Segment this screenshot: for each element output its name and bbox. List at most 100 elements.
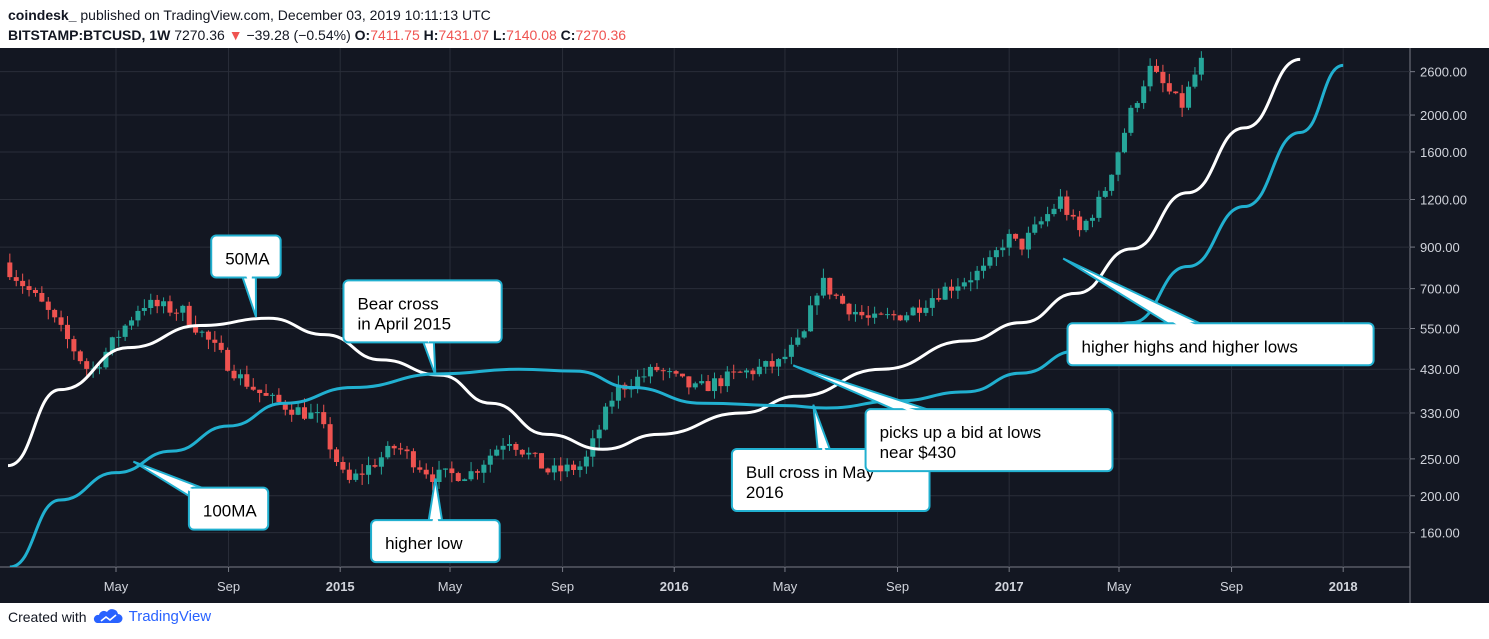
annotation-text: 50MA	[225, 250, 270, 269]
down-arrow-icon: ▼	[228, 27, 243, 43]
candle-down	[186, 305, 192, 326]
last-price: 7270.36	[174, 27, 225, 43]
candle-up	[929, 298, 935, 308]
x-tick-label: 2015	[326, 579, 355, 594]
candle-down	[916, 307, 922, 313]
candle-down	[660, 370, 666, 372]
annotation-text: Bull cross in May	[746, 463, 875, 482]
tradingview-brand[interactable]: TradingView	[128, 608, 212, 625]
candle-down	[571, 464, 577, 470]
open-label: O:	[354, 27, 371, 43]
candle-down	[737, 371, 743, 373]
candle-down	[1077, 216, 1083, 231]
candle-up	[981, 265, 987, 271]
y-tick-label: 2600.00	[1420, 65, 1467, 80]
candle-down	[679, 373, 685, 377]
candle-up	[1198, 57, 1204, 75]
candle-up	[237, 374, 243, 379]
x-tick-label: May	[773, 579, 798, 594]
candle-down	[77, 351, 83, 362]
candle-down	[859, 311, 865, 316]
y-tick-label: 430.00	[1420, 362, 1460, 377]
candle-down	[321, 412, 327, 425]
candles	[7, 51, 1204, 491]
callout-pointer-fill	[822, 442, 839, 482]
candle-down	[878, 313, 884, 315]
candle-down	[532, 452, 538, 454]
candle-down	[417, 467, 423, 470]
candle-up	[295, 407, 301, 415]
candle-up	[161, 301, 167, 307]
price-axis	[1410, 48, 1489, 603]
candle-up	[635, 376, 641, 388]
candle-down	[84, 361, 90, 369]
candle-up	[647, 366, 653, 377]
candle-down	[827, 277, 833, 295]
candle-down	[865, 315, 871, 318]
candle-down	[936, 298, 942, 300]
candle-up	[481, 464, 487, 473]
x-tick-label: May	[1107, 579, 1132, 594]
symbol-legend: BITSTAMP:BTCUSD, 1W 7270.36 ▼ −39.28 (−0…	[8, 25, 626, 45]
candle-up	[1000, 247, 1006, 251]
candle-up	[1096, 196, 1102, 218]
candle-up	[1045, 214, 1051, 222]
candle-up	[494, 449, 500, 456]
y-tick-label: 700.00	[1420, 282, 1460, 297]
annotation-text: higher low	[385, 534, 463, 553]
candle-down	[558, 465, 564, 472]
price-chart[interactable]: 160.00 200.00 250.00 330.00 430.00 550.00 700.…	[0, 48, 1489, 603]
candle-up	[385, 445, 391, 458]
candle-up	[788, 344, 794, 357]
candle-down	[372, 465, 378, 467]
candle-up	[904, 315, 910, 321]
x-tick-label: Sep	[1220, 579, 1243, 594]
candle-down	[423, 469, 429, 475]
candle-up	[436, 469, 442, 483]
candle-down	[39, 292, 45, 302]
candle-up	[993, 250, 999, 258]
candle-down	[846, 303, 852, 315]
candle-down	[244, 374, 250, 387]
candle-up	[699, 381, 705, 384]
candle-down	[263, 393, 269, 396]
candle-down	[13, 277, 19, 281]
annotation-text: 2016	[746, 483, 784, 502]
candle-up	[609, 400, 615, 407]
annotation-text: 100MA	[203, 502, 258, 521]
high-label: H:	[423, 27, 439, 43]
callout-pointer-fill	[414, 309, 431, 344]
x-tick-label: May	[438, 579, 463, 594]
annotation-text: in April 2015	[357, 314, 451, 333]
candle-down	[289, 409, 295, 415]
candle-down	[686, 376, 692, 388]
candle-down	[1019, 238, 1025, 250]
candle-up	[1134, 103, 1140, 108]
y-tick-label: 900.00	[1420, 240, 1460, 255]
candle-down	[519, 449, 525, 455]
candle-down	[212, 339, 218, 343]
callout-pointer-fill	[180, 485, 233, 516]
candle-up	[756, 366, 762, 375]
candle-up	[1057, 196, 1063, 209]
callout-pointer-fill	[427, 509, 444, 542]
time-axis	[0, 567, 1410, 603]
candle-down	[410, 451, 416, 468]
candle-up	[103, 351, 109, 368]
candle-down	[1173, 91, 1179, 94]
candle-up	[1186, 86, 1192, 108]
published-text: published on TradingView.com, December 0…	[80, 7, 491, 23]
candle-down	[26, 286, 32, 290]
candle-up	[269, 394, 275, 396]
publisher-name[interactable]: coindesk_	[8, 7, 77, 23]
candle-down	[891, 314, 897, 316]
candle-down	[340, 462, 346, 470]
candle-up	[641, 376, 647, 378]
y-tick-label: 160.00	[1420, 526, 1460, 541]
candle-up	[795, 337, 801, 345]
candle-up	[378, 457, 384, 467]
candle-up	[603, 406, 609, 430]
candle-up	[442, 468, 448, 470]
candle-up	[1032, 224, 1038, 233]
high-value: 7431.07	[438, 27, 490, 43]
